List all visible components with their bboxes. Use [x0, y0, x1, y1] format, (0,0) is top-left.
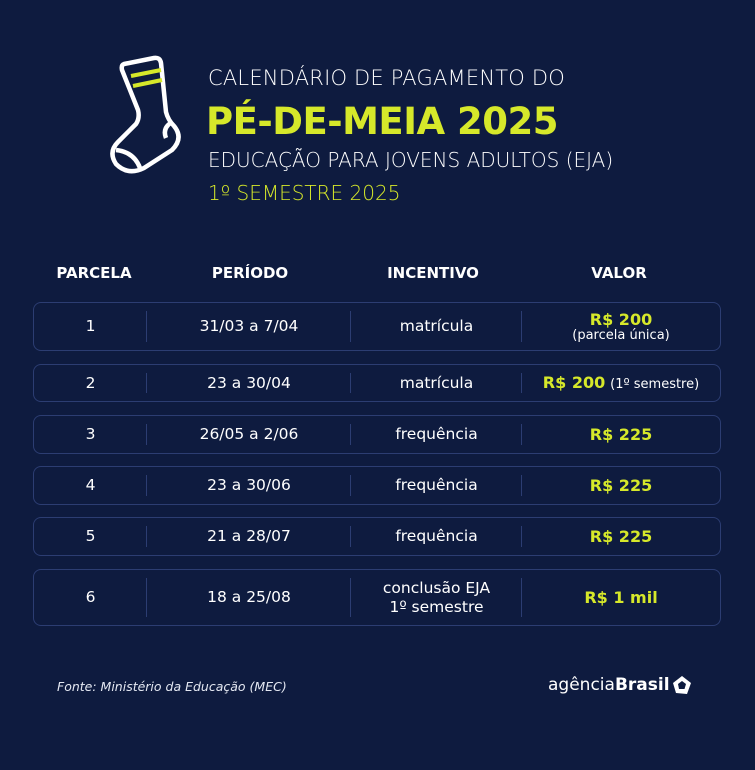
title-line-1: CALENDÁRIO DE PAGAMENTO DO — [208, 66, 565, 90]
valor-note: (parcela única) — [572, 328, 670, 343]
valor-amount: R$ 200 — [589, 310, 653, 329]
column-divider — [350, 526, 351, 547]
title-main: PÉ-DE-MEIA 2025 — [206, 100, 558, 143]
incentivo-line: 1º semestre — [389, 597, 484, 616]
incentivo-cell: conclusão EJA 1º semestre — [351, 570, 522, 625]
incentivo-line: frequência — [395, 476, 478, 494]
column-divider — [146, 424, 147, 445]
column-header-incentivo: INCENTIVO — [387, 264, 479, 282]
parcela-cell: 5 — [85, 527, 96, 545]
valor-amount: R$ 225 — [589, 476, 653, 495]
valor-cell: R$ 1 mil — [522, 570, 720, 625]
valor-cell: R$ 225 — [522, 467, 720, 504]
column-header-valor: VALOR — [591, 264, 647, 282]
column-divider — [146, 475, 147, 496]
column-divider — [521, 424, 522, 445]
valor-amount: R$ 1 mil — [584, 588, 658, 607]
title-subtitle: EDUCAÇÃO PARA JOVENS ADULTOS (EJA) — [208, 148, 614, 172]
column-divider — [350, 475, 351, 496]
periodo-cell: 23 a 30/06 — [207, 476, 291, 494]
column-divider — [521, 526, 522, 547]
column-divider — [521, 578, 522, 617]
valor-amount: R$ 225 — [589, 425, 653, 444]
parcela-cell: 2 — [85, 373, 96, 392]
table-row: 3 26/05 a 2/06 frequência R$ 225 — [33, 415, 721, 454]
sock-icon — [110, 55, 181, 174]
incentivo-cell: matrícula — [351, 303, 522, 350]
valor-cell: R$ 200 (1º semestre) — [522, 365, 720, 401]
column-divider — [350, 424, 351, 445]
parcela-cell: 4 — [85, 476, 96, 494]
periodo-cell: 23 a 30/04 — [207, 373, 291, 392]
valor-cell: R$ 225 — [522, 518, 720, 555]
title-semester: 1º SEMESTRE 2025 — [208, 181, 401, 205]
logo-text-light: agência — [548, 675, 615, 695]
incentivo-cell: matrícula — [351, 365, 522, 401]
incentivo-cell: frequência — [351, 518, 522, 555]
column-divider — [146, 373, 147, 393]
parcela-cell: 6 — [85, 588, 96, 606]
column-divider — [350, 578, 351, 617]
source-note: Fonte: Ministério da Educação (MEC) — [57, 679, 287, 694]
column-header-parcela: PARCELA — [56, 264, 132, 282]
incentivo-line: conclusão EJA — [382, 578, 491, 597]
incentivo-cell: frequência — [351, 416, 522, 453]
column-header-periodo: PERÍODO — [211, 264, 289, 282]
periodo-cell: 26/05 a 2/06 — [199, 425, 299, 443]
column-divider — [146, 311, 147, 342]
incentivo-cell: frequência — [351, 467, 522, 504]
periodo-cell: 18 a 25/08 — [207, 588, 291, 606]
periodo-cell: 21 a 28/07 — [207, 527, 291, 545]
periodo-cell: 31/03 a 7/04 — [199, 317, 299, 335]
incentivo-line: matrícula — [399, 373, 474, 392]
column-divider — [521, 311, 522, 342]
column-divider — [521, 373, 522, 393]
column-divider — [521, 475, 522, 496]
table-row: 1 31/03 a 7/04 matrícula R$ 200 (parcela … — [33, 302, 721, 351]
table-row: 4 23 a 30/06 frequência R$ 225 — [33, 466, 721, 505]
incentivo-line: frequência — [395, 425, 478, 443]
column-divider — [146, 578, 147, 617]
incentivo-line: frequência — [395, 527, 478, 545]
table-row: 6 18 a 25/08 conclusão EJA 1º semestre R$… — [33, 569, 721, 626]
logo-mark-icon — [672, 676, 691, 694]
agencia-brasil-logo: agência Brasil — [548, 675, 692, 695]
valor-cell: R$ 200 (parcela única) — [522, 303, 720, 350]
parcela-cell: 3 — [85, 425, 96, 443]
valor-amount: R$ 200 — [542, 373, 606, 392]
parcela-cell: 1 — [85, 317, 96, 335]
table-row: 5 21 a 28/07 frequência R$ 225 — [33, 517, 721, 556]
column-divider — [350, 373, 351, 393]
logo-text-bold: Brasil — [614, 675, 670, 695]
valor-cell: R$ 225 — [522, 416, 720, 453]
column-divider — [146, 526, 147, 547]
valor-amount: R$ 225 — [589, 527, 653, 546]
column-divider — [350, 311, 351, 342]
incentivo-line: matrícula — [399, 317, 474, 335]
table-row: 2 23 a 30/04 matrícula R$ 200 (1º semest… — [33, 364, 721, 402]
valor-note: (1º semestre) — [610, 377, 700, 392]
